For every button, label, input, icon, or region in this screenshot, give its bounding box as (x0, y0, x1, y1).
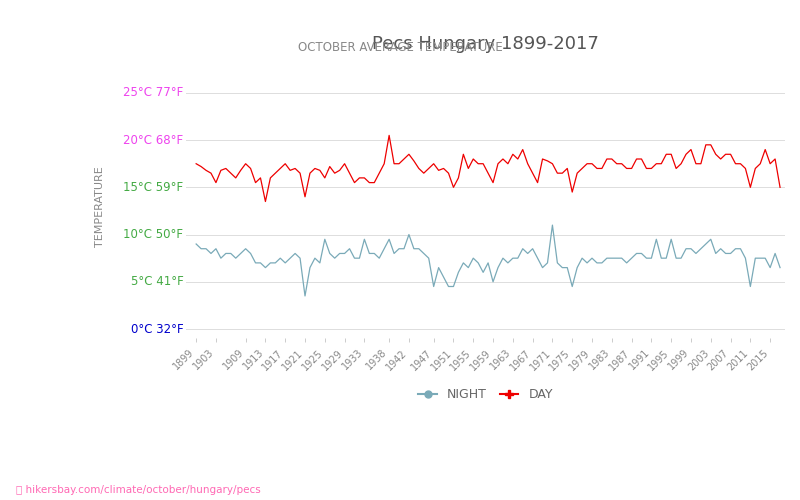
Text: 10°C 50°F: 10°C 50°F (123, 228, 183, 241)
Legend: NIGHT, DAY: NIGHT, DAY (414, 383, 558, 406)
Text: OCTOBER AVERAGE TEMPERATURE: OCTOBER AVERAGE TEMPERATURE (298, 41, 502, 54)
Text: 📍 hikersbay.com/climate/october/hungary/pecs: 📍 hikersbay.com/climate/october/hungary/… (16, 485, 261, 495)
Text: 25°C 77°F: 25°C 77°F (123, 86, 183, 100)
Title: Pecs Hungary 1899-2017: Pecs Hungary 1899-2017 (372, 35, 599, 53)
Text: 15°C 59°F: 15°C 59°F (123, 181, 183, 194)
Text: 0°C 32°F: 0°C 32°F (130, 322, 183, 336)
Text: 20°C 68°F: 20°C 68°F (123, 134, 183, 146)
Y-axis label: TEMPERATURE: TEMPERATURE (95, 166, 105, 246)
Text: 5°C 41°F: 5°C 41°F (130, 276, 183, 288)
